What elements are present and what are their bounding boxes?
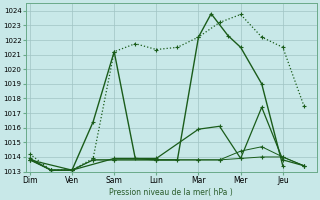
X-axis label: Pression niveau de la mer( hPa ): Pression niveau de la mer( hPa ) (109, 188, 233, 197)
